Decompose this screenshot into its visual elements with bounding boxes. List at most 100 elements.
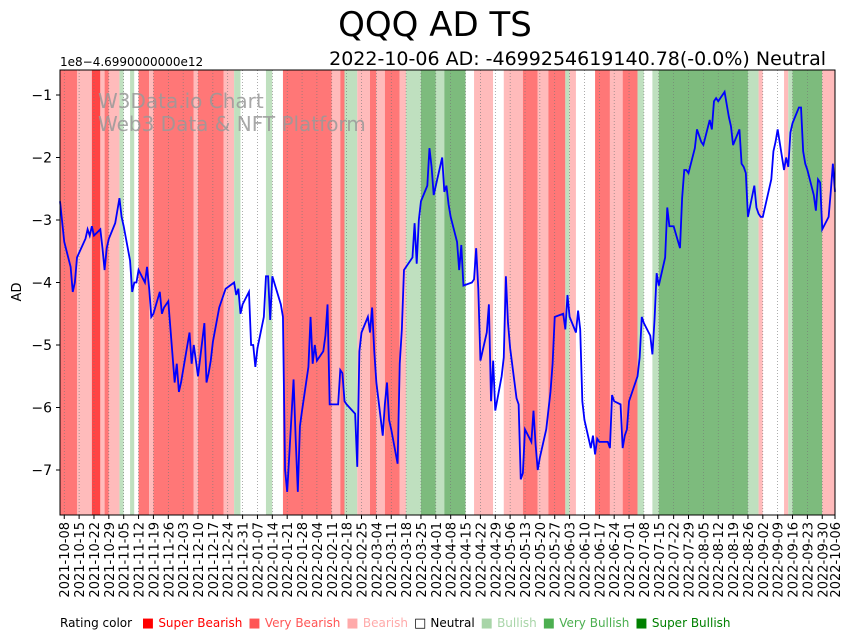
y-tick-label: −1 bbox=[31, 88, 52, 104]
rating-band-very_bearish bbox=[622, 70, 638, 515]
x-tick-label: 2022-02-25 bbox=[356, 522, 371, 598]
x-tick-label: 2022-04-08 bbox=[445, 522, 460, 598]
x-tick-label: 2021-10-15 bbox=[73, 522, 88, 598]
x-tick-label: 2022-01-21 bbox=[281, 522, 296, 598]
legend-swatch: □ bbox=[413, 616, 431, 631]
x-tick-label: 2022-04-15 bbox=[460, 522, 475, 598]
x-tick-label: 2022-08-26 bbox=[742, 522, 757, 598]
x-tick-label: 2022-09-16 bbox=[787, 522, 802, 598]
rating-band-bullish bbox=[119, 70, 124, 515]
rating-band-bearish bbox=[193, 70, 199, 515]
x-tick-label: 2021-12-17 bbox=[207, 522, 222, 598]
x-tick-label: 2022-05-13 bbox=[519, 522, 534, 598]
x-tick-label: 2022-09-02 bbox=[757, 522, 772, 598]
x-tick-label: 2022-03-18 bbox=[400, 522, 415, 598]
legend-swatch: ■ bbox=[248, 616, 265, 631]
rating-band-bearish bbox=[822, 70, 835, 515]
rating-band-bullish bbox=[747, 70, 759, 515]
rating-band-bearish bbox=[76, 70, 92, 515]
ad-series-line bbox=[59, 89, 836, 492]
rating-band-neutral bbox=[240, 70, 266, 515]
x-tick-label: 2022-08-05 bbox=[697, 522, 712, 598]
legend-item: ■ Bullish bbox=[480, 616, 537, 631]
x-tick-label: 2022-03-25 bbox=[415, 522, 430, 598]
rating-band-very_bearish bbox=[138, 70, 150, 515]
legend: Rating color ■ Super Bearish ■ Very Beari… bbox=[60, 616, 737, 631]
rating-band-bearish bbox=[149, 70, 154, 515]
rating-band-bearish bbox=[376, 70, 385, 515]
legend-label: Bullish bbox=[497, 616, 537, 630]
rating-band-very_bearish bbox=[282, 70, 332, 515]
x-tick-label: 2021-12-03 bbox=[177, 522, 192, 598]
y-tick-label: −5 bbox=[31, 338, 52, 354]
y-tick-label: −6 bbox=[31, 401, 52, 417]
rating-band-bullish bbox=[406, 70, 421, 515]
rating-band-bearish bbox=[108, 70, 120, 515]
x-tick-label: 2022-09-30 bbox=[816, 522, 831, 598]
legend-swatch: ■ bbox=[141, 616, 159, 631]
rating-band-very_bearish bbox=[522, 70, 538, 515]
rating-band-bullish bbox=[788, 70, 793, 515]
legend-label: Very Bearish bbox=[264, 616, 341, 630]
legend-item: ■ Super Bullish bbox=[635, 616, 731, 631]
x-tick-label: 2022-07-01 bbox=[623, 522, 638, 598]
legend-swatch: ■ bbox=[480, 616, 498, 631]
x-tick-label: 2022-06-17 bbox=[593, 522, 608, 598]
legend-label: Bearish bbox=[362, 616, 408, 630]
rating-band-bearish bbox=[609, 70, 623, 515]
legend-swatch: ■ bbox=[346, 616, 363, 631]
x-tick-label: 2022-09-23 bbox=[801, 522, 816, 598]
rating-band-bearish bbox=[357, 70, 370, 515]
y-tick-label: −7 bbox=[31, 463, 52, 479]
legend-item: ■ Super Bearish bbox=[141, 616, 243, 631]
watermark-line-2: Web3 Data & NFT Platform bbox=[98, 112, 366, 136]
rating-band-neutral bbox=[493, 70, 504, 515]
y-tick-label: −4 bbox=[31, 276, 52, 292]
x-tick-label: 2022-03-11 bbox=[385, 522, 400, 598]
x-tick-label: 2022-06-24 bbox=[608, 522, 623, 598]
legend-swatch: ■ bbox=[635, 616, 652, 631]
rating-band-bullish bbox=[435, 70, 445, 515]
x-tick-label: 2022-07-08 bbox=[638, 522, 653, 598]
x-tick-label: 2022-07-22 bbox=[668, 522, 683, 598]
y-tick-label: −3 bbox=[31, 213, 52, 229]
x-tick-label: 2022-07-15 bbox=[653, 522, 668, 598]
y-tick-label: −2 bbox=[31, 151, 52, 167]
rating-band-neutral bbox=[134, 70, 139, 515]
legend-label: Very Bullish bbox=[559, 616, 630, 630]
rating-band-bearish bbox=[758, 70, 763, 515]
rating-band-super_bearish bbox=[91, 70, 101, 515]
x-tick-label: 2022-07-29 bbox=[683, 522, 698, 598]
rating-band-very_bearish bbox=[340, 70, 345, 515]
rating-band-neutral bbox=[575, 70, 596, 515]
x-tick-label: 2022-09-09 bbox=[772, 522, 787, 598]
x-tick-label: 2022-02-18 bbox=[341, 522, 356, 598]
legend-title: Rating color bbox=[60, 616, 133, 630]
x-tick-label: 2022-05-06 bbox=[504, 522, 519, 598]
chart-title: QQQ AD TS bbox=[338, 5, 532, 45]
x-tick-label: 2022-06-03 bbox=[564, 522, 579, 598]
rating-band-very_bearish bbox=[60, 70, 77, 515]
x-tick-label: 2022-04-22 bbox=[474, 522, 489, 598]
rating-band-neutral bbox=[643, 70, 653, 515]
x-tick-label: 2022-08-19 bbox=[727, 522, 742, 598]
rating-band-bullish bbox=[130, 70, 135, 515]
x-tick-label: 2021-10-22 bbox=[88, 522, 103, 598]
rating-band-bearish bbox=[100, 70, 105, 515]
legend-label: Super Bullish bbox=[651, 616, 731, 630]
x-tick-label: 2022-05-20 bbox=[534, 522, 549, 598]
legend-label: Neutral bbox=[430, 616, 475, 630]
x-axis-ticks: 2021-10-08 2021-10-15 2021-10-22 2021-10-29… bbox=[58, 515, 844, 598]
x-tick-label: 2022-10-06 bbox=[829, 522, 844, 598]
rating-band-bullish bbox=[637, 70, 644, 515]
x-tick-label: 2022-03-04 bbox=[370, 522, 385, 598]
rating-bands bbox=[60, 70, 835, 515]
y-offset-label: 1e8−4.6990000000e12 bbox=[60, 55, 203, 69]
y-axis-ticks: −7 −6 −5 −4 −3 −2 −1 bbox=[31, 88, 60, 479]
rating-band-very_bearish bbox=[595, 70, 610, 515]
watermark-line-1: W3Data.io Chart bbox=[98, 89, 264, 113]
rating-band-bearish bbox=[331, 70, 341, 515]
rating-band-bullish bbox=[565, 70, 570, 515]
x-tick-label: 2022-08-12 bbox=[712, 522, 727, 598]
